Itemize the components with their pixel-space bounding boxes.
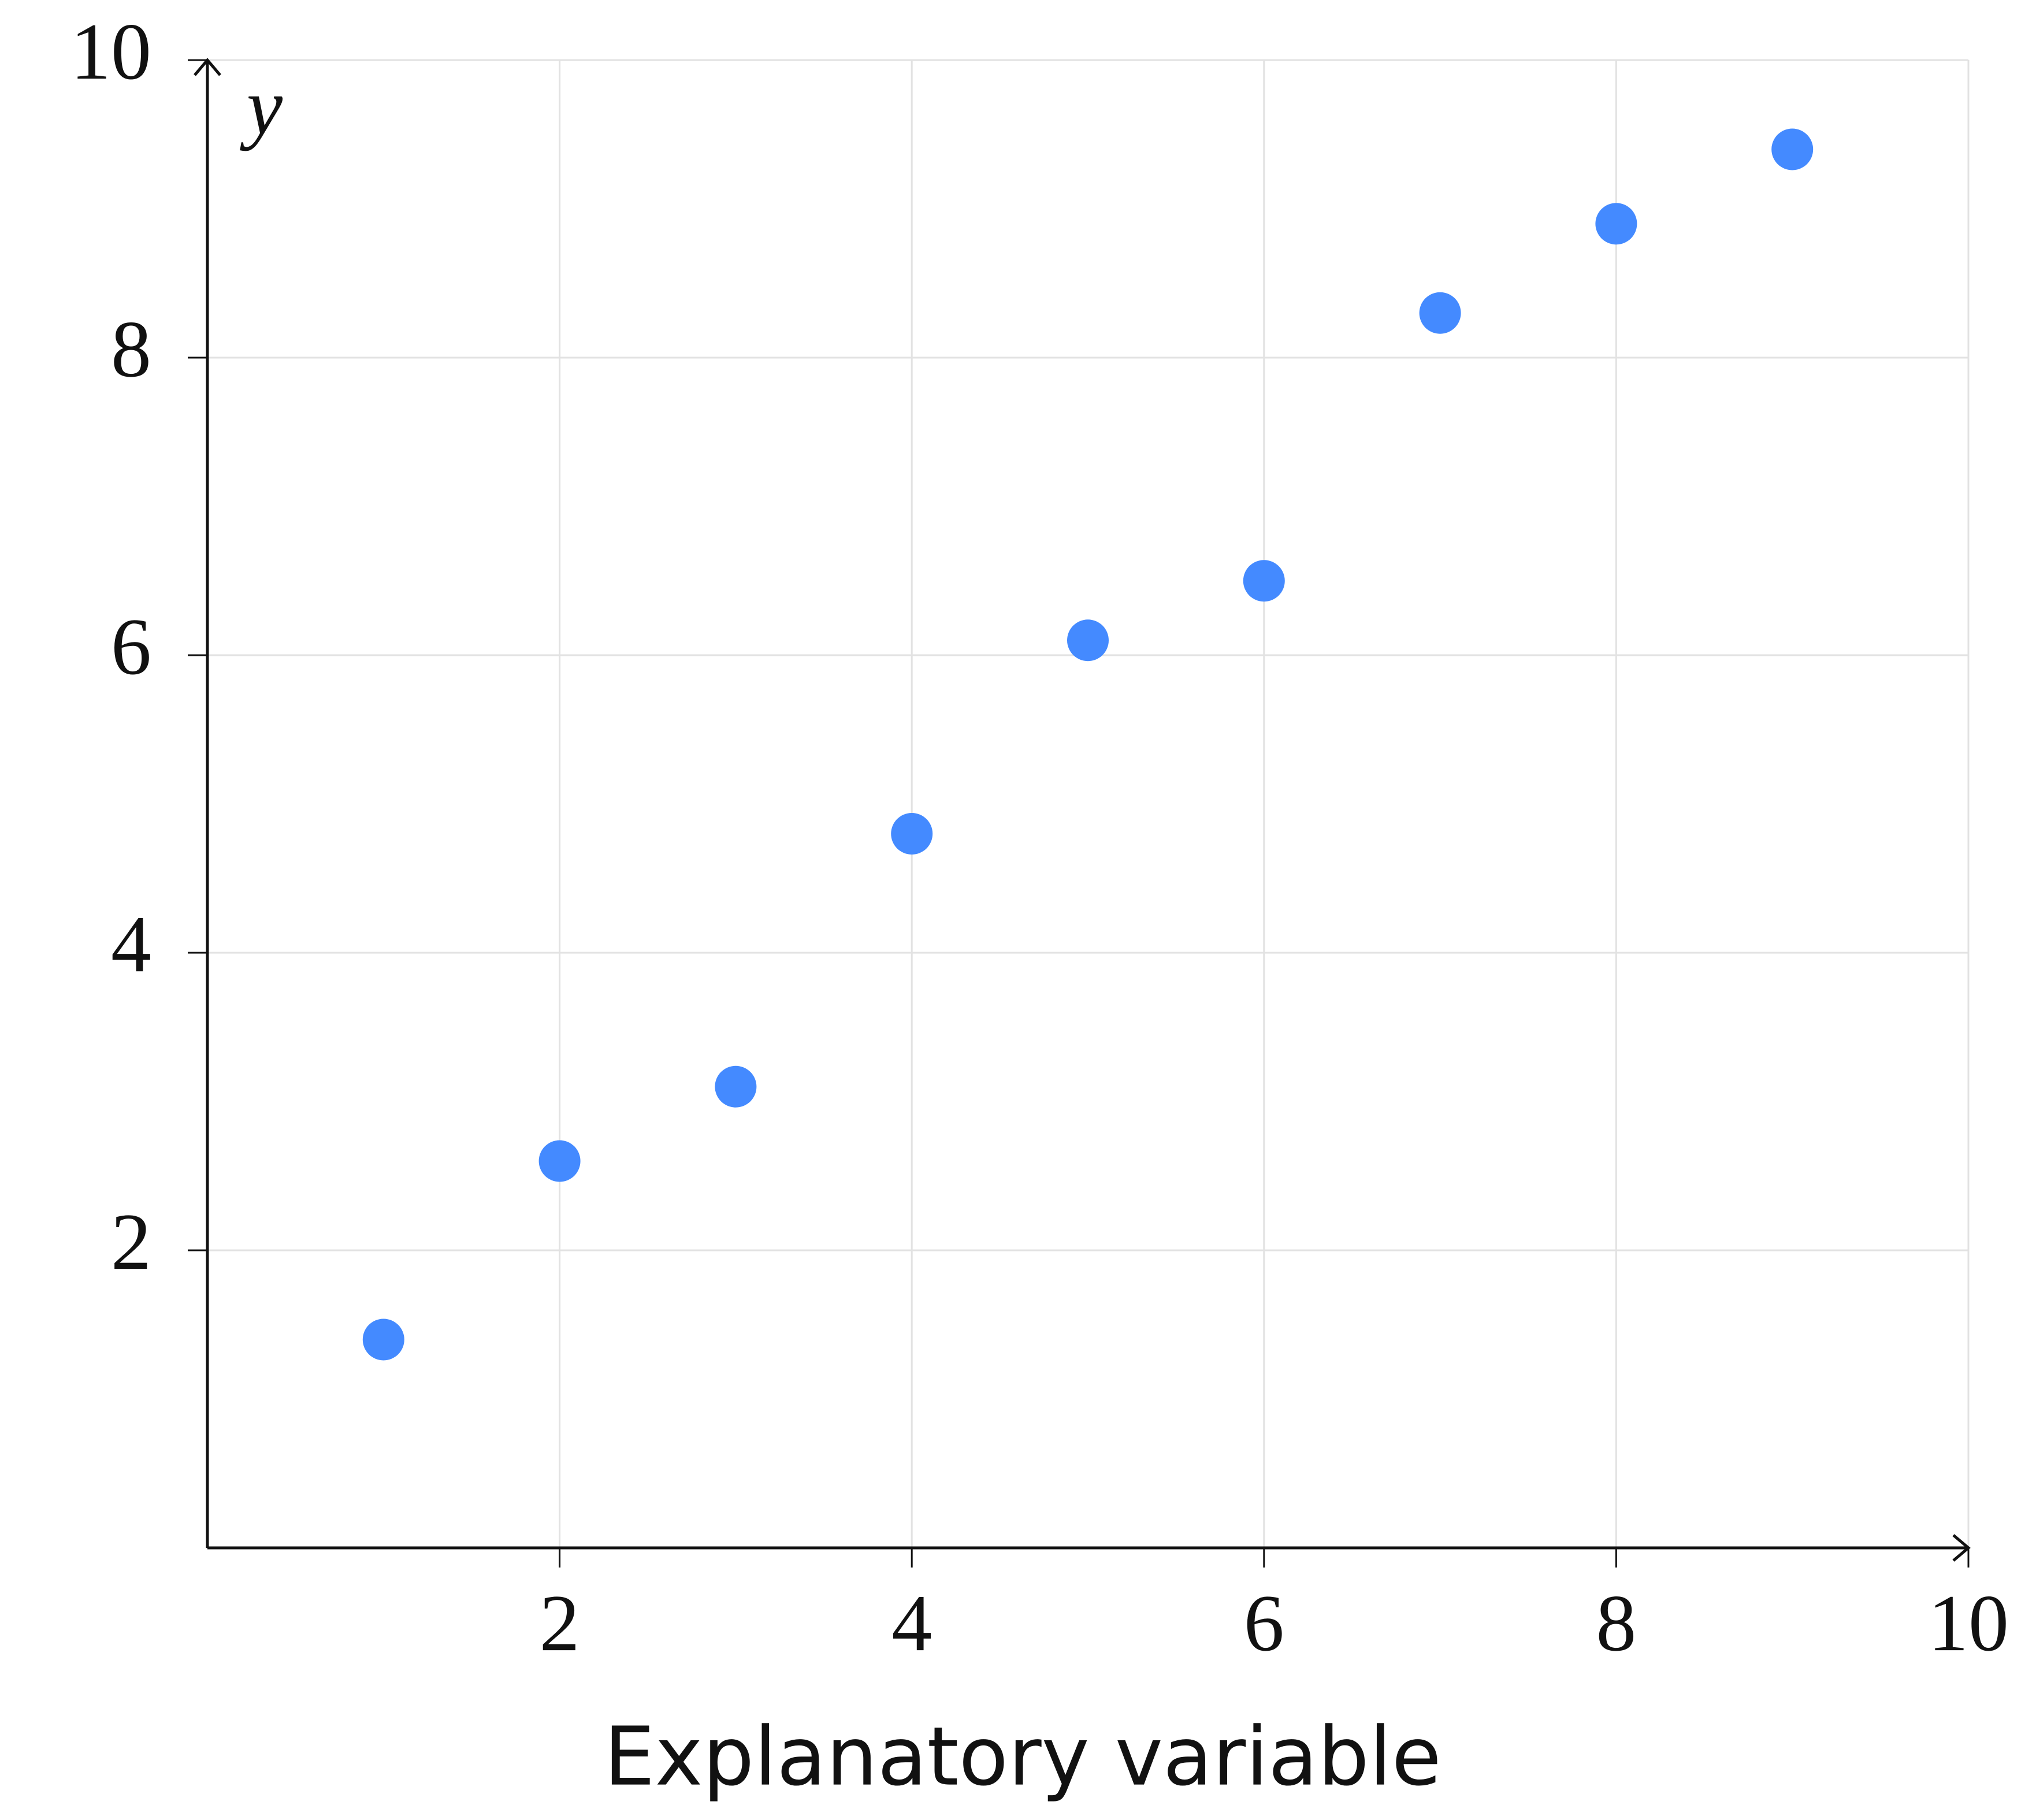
y-tick-label: 4 (111, 900, 151, 989)
y-axis (194, 58, 221, 1548)
point (1243, 560, 1285, 602)
x-axis (207, 1534, 1971, 1562)
y-tick-label: 8 (111, 304, 151, 394)
y-tick-label: 2 (111, 1197, 151, 1287)
y-axis-label: y (240, 62, 283, 151)
x-axis-label: Explanatory variable (604, 1710, 1441, 1804)
point (715, 1065, 757, 1108)
point (891, 813, 933, 855)
point (538, 1140, 581, 1182)
y-tick-label: 6 (111, 602, 151, 692)
x-tick-label: 8 (1596, 1578, 1636, 1668)
x-tick-label: 6 (1244, 1578, 1284, 1668)
point (1067, 619, 1109, 662)
x-tick-label: 4 (891, 1578, 932, 1668)
point (1419, 292, 1461, 334)
point (362, 1318, 404, 1361)
x-tick-label: 2 (540, 1578, 580, 1668)
x-tick-label: 10 (1928, 1578, 2009, 1668)
point (1771, 128, 1814, 170)
point (1595, 203, 1637, 245)
y-tick-label: 10 (70, 7, 151, 96)
